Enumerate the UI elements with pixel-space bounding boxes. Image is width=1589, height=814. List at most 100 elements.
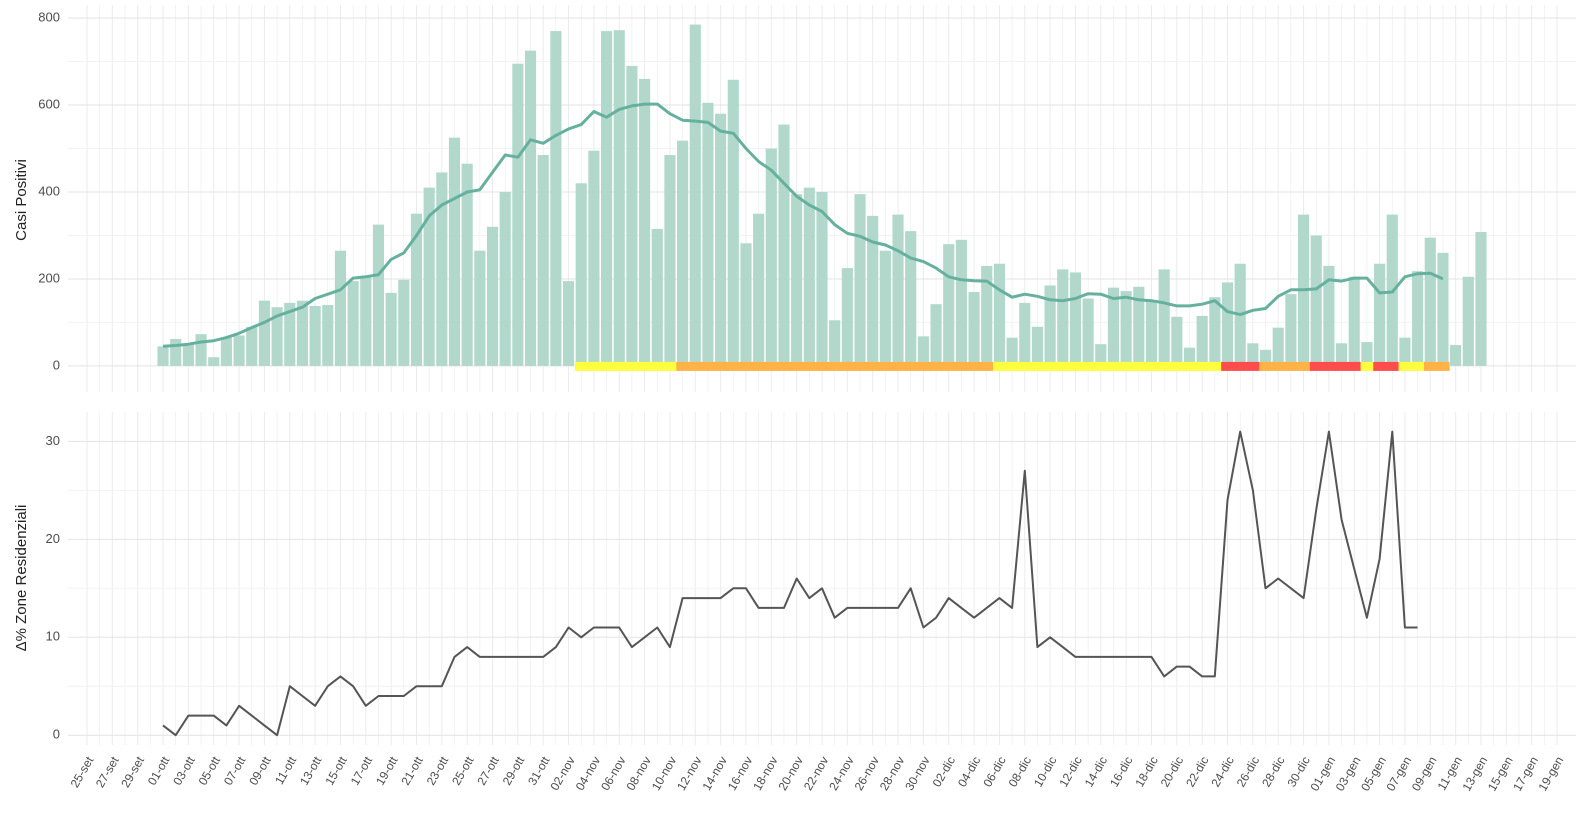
zone-segment bbox=[815, 361, 829, 371]
bar bbox=[829, 320, 841, 366]
bar bbox=[1424, 237, 1436, 366]
bar bbox=[841, 268, 853, 366]
bar bbox=[1171, 316, 1183, 366]
x-tick-label: 02-dic bbox=[930, 754, 958, 789]
zone-segment bbox=[1056, 361, 1070, 371]
x-tick-label: 30-nov bbox=[902, 754, 932, 793]
bar bbox=[398, 279, 410, 366]
x-tick-label: 15-ott bbox=[322, 754, 350, 788]
x-tick-label: 07-ott bbox=[221, 754, 249, 788]
zone-segment bbox=[866, 361, 880, 371]
x-tick-label: 03-ott bbox=[170, 754, 198, 788]
zone-segment bbox=[1221, 361, 1235, 371]
bar bbox=[334, 250, 347, 366]
y-tick-label: 0 bbox=[53, 727, 60, 742]
zone-segment bbox=[929, 361, 943, 371]
zone-segment bbox=[688, 361, 702, 371]
bar bbox=[436, 172, 448, 366]
x-tick-label: 22-dic bbox=[1183, 754, 1211, 789]
x-tick-label: 12-dic bbox=[1056, 754, 1084, 789]
bar bbox=[715, 113, 727, 366]
bar bbox=[1209, 297, 1221, 366]
bar bbox=[803, 187, 815, 366]
zone-segment bbox=[942, 361, 956, 371]
zone-segment bbox=[764, 361, 778, 371]
zone-segment bbox=[1031, 361, 1045, 371]
zone-segment bbox=[1183, 361, 1197, 371]
zone-segment bbox=[1360, 361, 1374, 371]
zone-segment bbox=[853, 361, 867, 371]
x-tick-label: 04-dic bbox=[955, 754, 983, 789]
zone-segment bbox=[802, 361, 816, 371]
bar bbox=[753, 213, 765, 366]
bar bbox=[664, 155, 676, 366]
bar bbox=[765, 148, 777, 366]
zone-segment bbox=[980, 361, 994, 371]
zone-segment bbox=[955, 361, 969, 371]
y-tick-label: 30 bbox=[46, 433, 60, 448]
y-axis-label: Casi Positivi bbox=[13, 159, 30, 241]
zone-segment bbox=[1309, 361, 1323, 371]
bar bbox=[917, 336, 929, 366]
bar bbox=[613, 30, 625, 366]
zone-segment bbox=[967, 361, 981, 371]
zone-segment bbox=[790, 361, 804, 371]
x-tick-label: 19-gen bbox=[1536, 754, 1567, 793]
bar bbox=[512, 63, 524, 366]
line bbox=[162, 430, 1418, 737]
bar bbox=[791, 194, 803, 366]
bar bbox=[1183, 347, 1196, 366]
zone-segment bbox=[879, 361, 892, 371]
bar bbox=[1361, 341, 1373, 366]
bar bbox=[182, 344, 194, 366]
zone-segment bbox=[1436, 361, 1450, 371]
x-tick-label: 20-dic bbox=[1158, 754, 1186, 789]
zone-segment bbox=[993, 361, 1007, 371]
bar bbox=[1272, 327, 1284, 366]
zone-segment bbox=[1259, 361, 1273, 371]
bar bbox=[322, 305, 334, 366]
x-tick-label: 10-dic bbox=[1031, 754, 1059, 789]
zone-segment bbox=[1385, 361, 1399, 371]
bar bbox=[1196, 315, 1208, 366]
bar bbox=[385, 292, 397, 366]
bar bbox=[651, 228, 663, 366]
zone-segment bbox=[726, 361, 740, 371]
x-tick-label: 23-ott bbox=[424, 754, 452, 788]
bar bbox=[1069, 272, 1082, 366]
bar bbox=[423, 187, 435, 366]
bar bbox=[1323, 265, 1335, 366]
y-tick-label: 200 bbox=[38, 270, 60, 285]
bar bbox=[639, 78, 651, 366]
bar bbox=[1412, 271, 1424, 366]
bar bbox=[1450, 345, 1462, 366]
bar bbox=[195, 334, 207, 366]
bar bbox=[1133, 286, 1145, 366]
x-tick-label: 27-set bbox=[93, 754, 122, 790]
x-tick-label: 09-ott bbox=[246, 754, 274, 788]
zone-segment bbox=[1119, 361, 1133, 371]
zone-segment bbox=[1297, 361, 1311, 371]
bar bbox=[537, 155, 549, 366]
zone-segment bbox=[1208, 361, 1222, 371]
zone-segment bbox=[752, 361, 766, 371]
bar bbox=[955, 239, 967, 366]
bar bbox=[461, 163, 473, 366]
bar bbox=[309, 305, 321, 366]
bar bbox=[170, 338, 182, 366]
bar bbox=[943, 244, 955, 366]
bar bbox=[296, 300, 309, 366]
bar bbox=[702, 102, 714, 366]
bar bbox=[626, 65, 638, 366]
x-tick-label: 14-dic bbox=[1082, 754, 1110, 789]
zone-segment bbox=[625, 361, 639, 371]
x-tick-label: 08-dic bbox=[1006, 754, 1034, 789]
bar bbox=[233, 335, 245, 366]
bar bbox=[246, 326, 258, 366]
bar bbox=[360, 276, 372, 366]
zone-segment bbox=[1271, 361, 1285, 371]
zone-segment bbox=[574, 361, 588, 371]
x-tick-label: 24-dic bbox=[1208, 754, 1236, 789]
bar bbox=[727, 79, 739, 366]
zone-segment bbox=[1043, 361, 1057, 371]
